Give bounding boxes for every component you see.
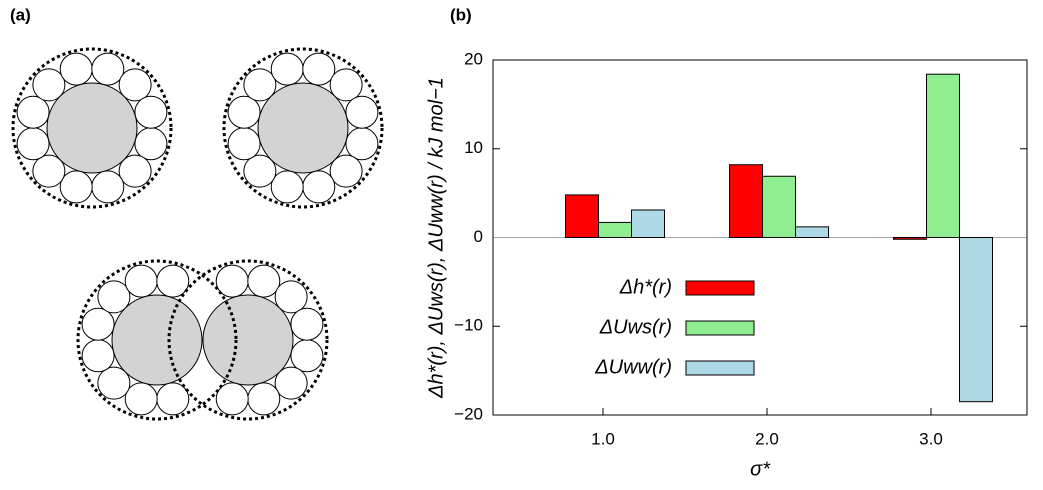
plot-frame [492,59,1028,416]
water-circle [156,382,190,416]
water-circle [227,95,261,129]
legend-label: Δh*(r) [619,276,672,298]
x-axis-label: σ* [750,458,771,480]
legend-swatch [685,320,755,336]
legend-swatch [685,280,755,296]
water-circle [156,264,190,298]
bar [631,209,665,239]
water-circle [134,127,168,161]
water-circle [59,52,93,86]
solute [257,82,349,174]
shell [76,259,238,421]
water-circle [270,52,304,86]
water-circle [59,170,93,204]
y-tick-label: −20 [454,404,483,423]
water-circle [118,68,152,102]
bar [959,237,993,403]
water-circle [227,127,261,161]
water-circle [243,154,277,188]
water-circle [91,170,125,204]
water-circle [345,127,379,161]
water-circle [329,154,363,188]
x-tick-label: 3.0 [919,429,943,448]
bar [926,73,960,238]
water-circle [124,382,158,416]
shell [222,47,384,209]
y-tick-label: −10 [454,316,483,335]
chart: −20 −10 0 10 20 1.0 2.0 3.0 Δh*(r) ΔUws(r) ΔUww(r)… [425,49,1028,480]
x-tick-label: 2.0 [755,429,779,448]
water-circle [16,127,50,161]
y-tick-label: 10 [464,138,483,157]
legend-label: ΔUws(r) [599,316,672,338]
shell [167,259,329,421]
x-tick-label: 1.0 [591,429,615,448]
water-circle [134,95,168,129]
water-circle [290,339,324,373]
water-circle [274,280,308,314]
water-circle [302,52,336,86]
water-circle [97,280,131,314]
solute [202,294,294,386]
y-tick-label: 20 [464,49,483,68]
water-circle [247,382,281,416]
water-circle [91,52,125,86]
solute [111,294,203,386]
water-circle [97,366,131,400]
legend-label: ΔUww(r) [594,356,672,378]
water-circle [81,339,115,373]
bar [762,175,796,238]
water-circle [243,68,277,102]
shell [11,47,173,209]
water-circle [215,382,249,416]
legend-swatch [685,360,755,376]
water-circle [329,68,363,102]
water-circle [32,68,66,102]
diagram [11,47,384,421]
water-circle [247,264,281,298]
y-tick-label: 0 [474,227,483,246]
water-circle [118,154,152,188]
panel-label: (b) [450,5,472,24]
water-circle [345,95,379,129]
y-axis-label: Δh*(r), ΔUws(r), ΔUww(r) / kJ mol−1 [425,77,447,399]
bar [565,194,599,238]
bar [795,226,829,239]
bar [893,237,927,240]
water-circle [290,307,324,341]
panel-label: (a) [10,5,31,24]
water-circle [302,170,336,204]
water-circle [81,307,115,341]
water-circle [32,154,66,188]
water-circle [270,170,304,204]
bar [598,221,632,239]
bar [729,164,763,239]
water-circle [274,366,308,400]
water-circle [124,264,158,298]
water-circle [16,95,50,129]
solute [46,82,138,174]
